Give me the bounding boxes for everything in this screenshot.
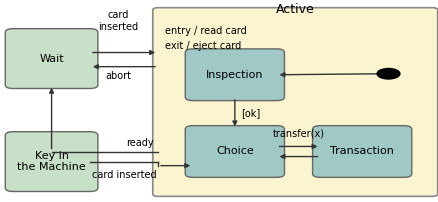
FancyBboxPatch shape: [152, 8, 437, 196]
FancyBboxPatch shape: [185, 49, 284, 101]
Text: card inserted: card inserted: [92, 170, 156, 180]
Text: Transaction: Transaction: [329, 146, 393, 157]
FancyBboxPatch shape: [185, 126, 284, 177]
Text: Active: Active: [275, 3, 314, 16]
Text: entry / read card
exit / eject card: entry / read card exit / eject card: [164, 26, 246, 51]
FancyBboxPatch shape: [312, 126, 411, 177]
Text: abort: abort: [105, 71, 131, 81]
Text: Wait: Wait: [39, 54, 64, 64]
Text: transfer(x): transfer(x): [272, 128, 324, 138]
Text: Choice: Choice: [215, 146, 253, 157]
Text: card
inserted: card inserted: [98, 10, 138, 32]
Text: ready: ready: [126, 138, 153, 148]
Circle shape: [376, 68, 399, 79]
Text: Inspection: Inspection: [206, 70, 263, 80]
FancyBboxPatch shape: [5, 132, 98, 191]
FancyBboxPatch shape: [5, 29, 98, 88]
Text: [ok]: [ok]: [241, 108, 260, 118]
Text: Key in
the Machine: Key in the Machine: [17, 151, 86, 172]
